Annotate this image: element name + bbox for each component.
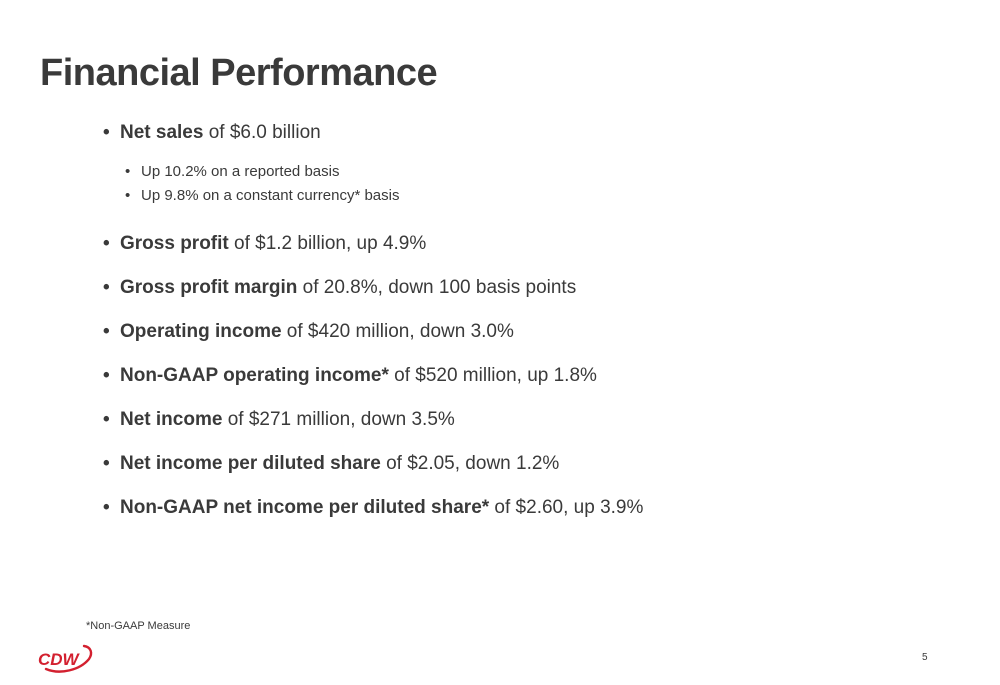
bullet-bold-text: Net income per diluted share [120,453,381,474]
bullet-gross-profit: Gross profit of $1.2 billion, up 4.9% [103,231,963,257]
bullet-net-income-per-share: Net income per diluted share of $2.05, d… [103,451,963,477]
bullet-text: of $6.0 billion [203,122,321,143]
bullet-bold-text: Gross profit margin [120,277,298,298]
bullet-text: of $271 million, down 3.5% [222,409,455,430]
sub-bullet-constant-currency: Up 9.8% on a constant currency* basis [125,184,963,208]
bullet-text: of $2.60, up 3.9% [489,497,644,518]
bullet-text: of $520 million, up 1.8% [388,365,597,386]
bullet-text: of 20.8%, down 100 basis points [297,277,577,298]
bullet-bold-text: Non-GAAP operating income* [120,365,389,386]
bullet-bold-text: Gross profit [120,233,229,254]
bullet-gross-profit-margin: Gross profit margin of 20.8%, down 100 b… [103,275,963,301]
footnote: *Non-GAAP Measure [86,620,191,632]
slide-title: Financial Performance [40,52,438,94]
bullet-text: of $2.05, down 1.2% [380,453,560,474]
bullet-text: of $1.2 billion, up 4.9% [228,233,427,254]
bullet-list: Net sales of $6.0 billion Up 10.2% on a … [103,120,963,521]
logo-swoosh [44,644,93,673]
bullet-net-sales: Net sales of $6.0 billion [103,120,963,146]
bullet-operating-income: Operating income of $420 million, down 3… [103,319,963,345]
bullet-non-gaap-net-income-per-share: Non-GAAP net income per diluted share* o… [103,495,963,521]
bullet-text: of $420 million, down 3.0% [281,321,514,342]
bullet-non-gaap-operating-income: Non-GAAP operating income* of $520 milli… [103,363,963,389]
sub-bullet-reported: Up 10.2% on a reported basis [125,160,963,184]
bullet-net-income: Net income of $271 million, down 3.5% [103,407,963,433]
bullet-bold-text: Net income [120,409,223,430]
logo-text: CDW [38,650,81,669]
bullet-bold-text: Net sales [120,122,204,143]
cdw-logo: CDW [38,644,93,673]
bullet-bold-text: Non-GAAP net income per diluted share* [120,497,490,518]
sub-bullet-list: Up 10.2% on a reported basis Up 9.8% on … [125,160,963,208]
bullet-bold-text: Operating income [120,321,282,342]
page-number: 5 [922,652,928,663]
